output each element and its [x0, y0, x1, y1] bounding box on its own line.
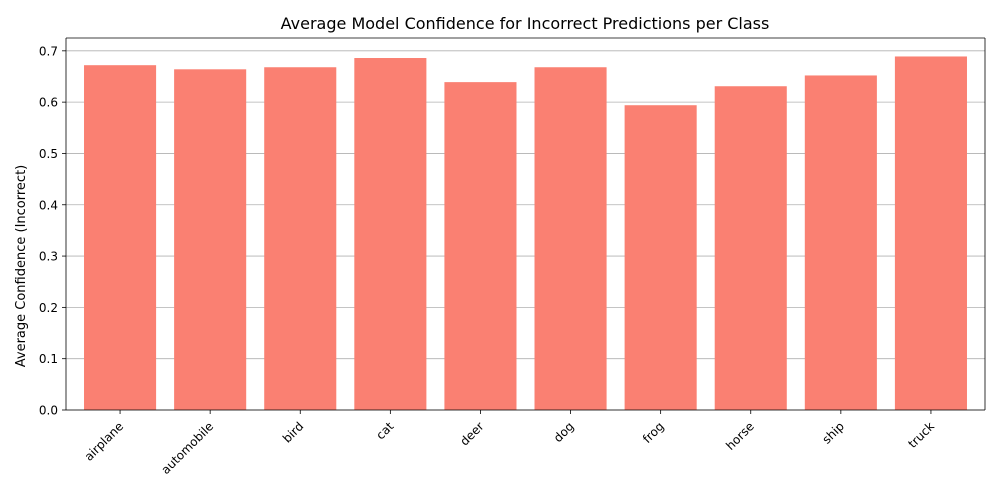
bar-deer — [444, 82, 517, 411]
bar-ship — [804, 75, 877, 411]
bar-airplane — [84, 65, 157, 410]
x-tick-label-dog: dog — [551, 419, 577, 445]
y-tick-label-0: 0.0 — [39, 404, 58, 418]
x-tick-label-automobile: automobile — [158, 419, 216, 477]
x-tick-label-cat: cat — [373, 419, 396, 442]
y-tick-label-7: 0.7 — [39, 44, 58, 58]
bar-truck — [894, 56, 967, 410]
bar-cat — [354, 58, 427, 410]
bar-dog — [534, 67, 607, 411]
y-axis-label: Average Confidence (Incorrect) — [14, 165, 29, 367]
chart-title: Average Model Confidence for Incorrect P… — [281, 14, 770, 33]
x-tick-label-truck: truck — [905, 419, 937, 451]
bar-horse — [714, 86, 787, 411]
bar-frog — [624, 105, 697, 410]
x-tick-label-frog: frog — [640, 419, 667, 446]
y-tick-label-2: 0.2 — [39, 301, 58, 315]
bar-automobile — [174, 69, 247, 410]
y-tick-label-5: 0.5 — [39, 147, 58, 161]
bars — [84, 56, 967, 411]
bar-bird — [264, 67, 337, 411]
x-tick-label-horse: horse — [723, 419, 757, 453]
axes — [65, 37, 986, 411]
x-tick-label-ship: ship — [820, 419, 847, 446]
y-tick-label-4: 0.4 — [39, 198, 58, 212]
x-tick-label-airplane: airplane — [82, 419, 126, 463]
y-tick-label-1: 0.1 — [39, 352, 58, 366]
y-tick-label-3: 0.3 — [39, 250, 58, 264]
y-tick-label-6: 0.6 — [39, 96, 58, 110]
x-tick-label-bird: bird — [280, 419, 306, 445]
x-tick-label-deer: deer — [457, 419, 486, 448]
